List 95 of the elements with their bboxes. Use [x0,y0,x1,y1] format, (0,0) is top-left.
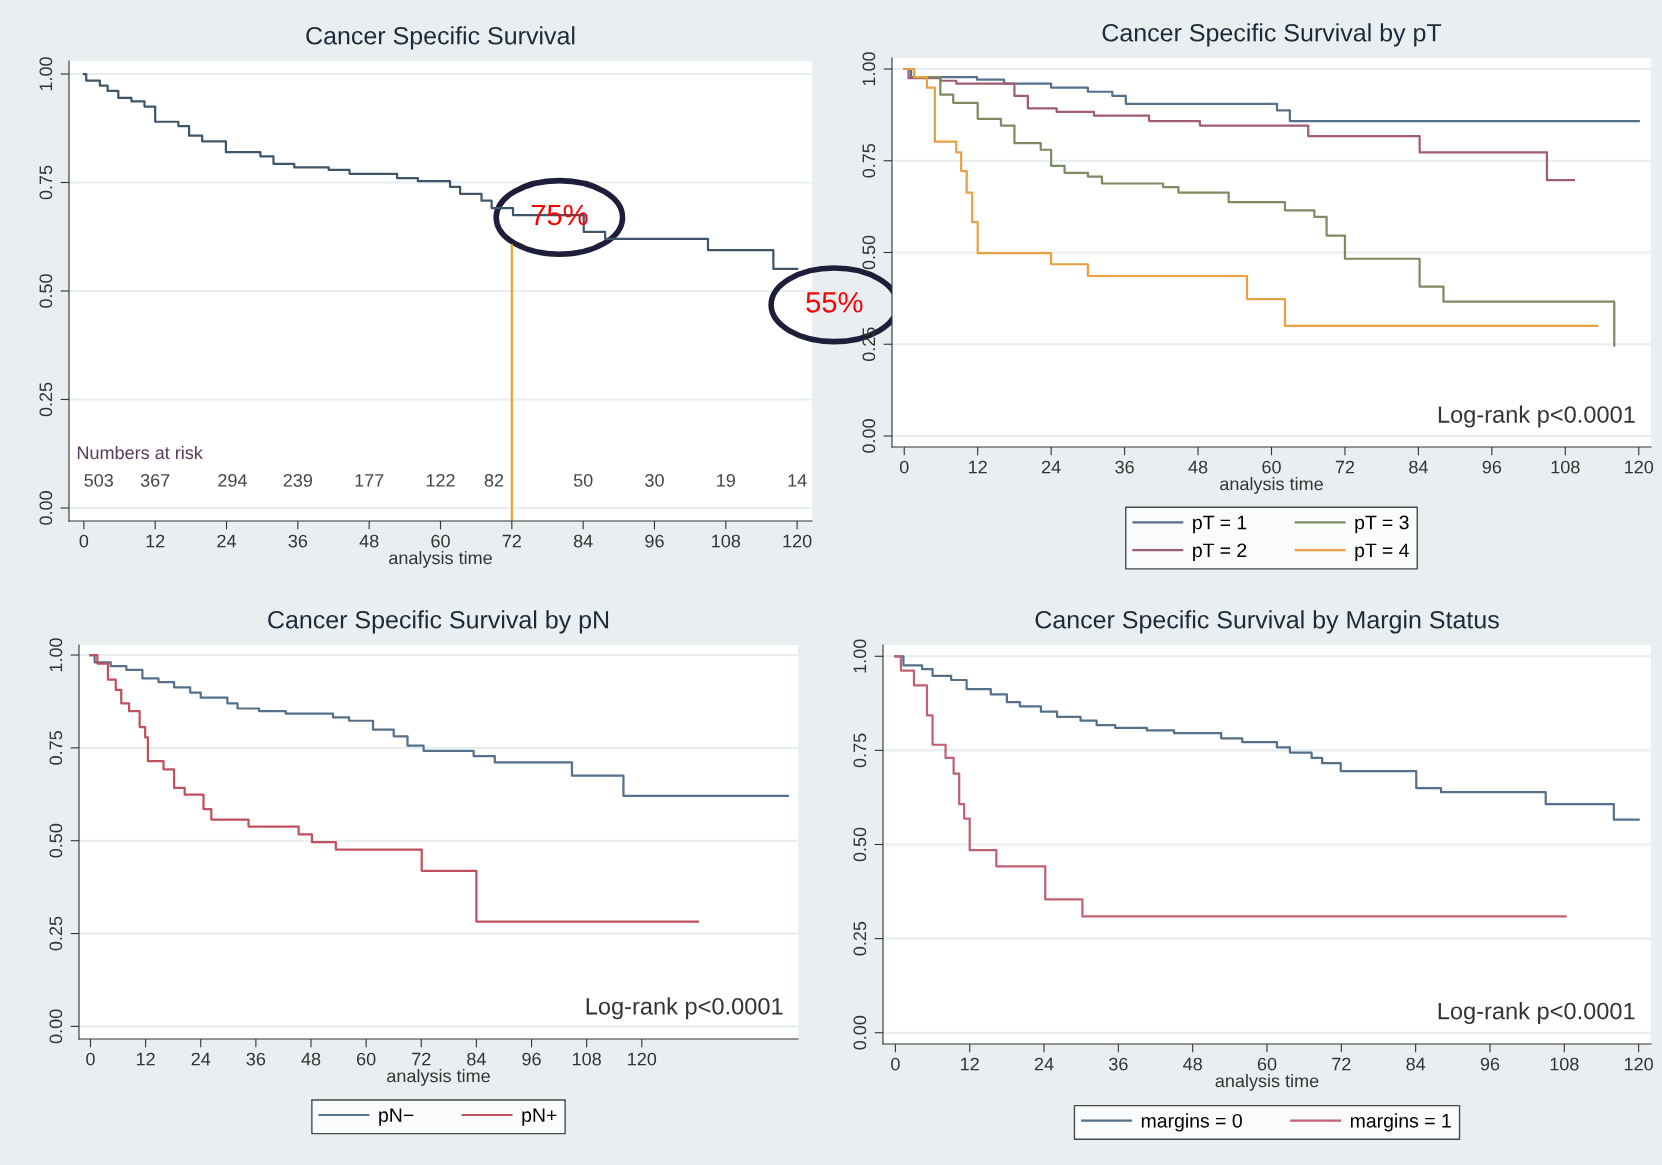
legend-label: pT = 3 [1355,515,1409,534]
y-tick-label: 0.00 [862,419,876,453]
chart-title: Cancer Specific Survival by Margin Status [1035,610,1499,634]
x-tick-label: 108 [712,534,741,548]
y-tick-label: 0.75 [862,143,876,178]
x-tick-label: 48 [1183,1057,1202,1071]
x-tick-label: 48 [1188,460,1208,474]
y-tick-label: 0.75 [853,733,867,768]
x-tick-label: 24 [1034,1057,1054,1071]
legend-label: margins = 1 [1350,1113,1451,1132]
x-tick-label: 0 [891,1057,900,1071]
x-tick-label: 12 [146,534,165,548]
legend-label: pT = 1 [1193,515,1247,534]
x-tick-label: 12 [961,1057,979,1071]
x-tick-label: 96 [1480,1057,1500,1071]
x-tick-label: 60 [431,534,450,548]
x-tick-label: 60 [1262,460,1281,474]
annotation: 55% [806,292,863,313]
x-tick-label: 96 [1482,460,1502,474]
x-tick-label: 84 [1406,1057,1426,1071]
y-tick-label: 0.50 [862,235,876,270]
x-tick-label: 60 [1257,1057,1277,1071]
annotation: 177 [355,474,384,487]
annotation: 294 [218,473,247,487]
x-axis-title: analysis time [389,551,492,568]
y-tick-label: 0.50 [853,827,867,862]
legend-label: pT = 2 [1193,543,1247,562]
legend-label: pT = 4 [1355,543,1409,562]
x-tick-label: 84 [1409,460,1428,474]
annotation: 19 [717,473,735,487]
x-tick-label: 48 [301,1052,321,1066]
x-tick-label: 0 [899,460,909,474]
x-tick-label: 108 [572,1052,601,1066]
annotation: 30 [645,473,664,487]
annotation: Log-rank p<0.0001 [1438,405,1635,428]
annotation: 50 [573,473,593,487]
annotation: 503 [84,473,113,487]
annotation: 122 [426,473,455,487]
y-tick-label: 0.00 [39,491,53,525]
chart-title: Cancer Specific Survival [306,26,575,50]
legend-label: margins = 0 [1141,1113,1242,1132]
legend-label: pN− [379,1108,414,1126]
x-tick-label: 12 [136,1052,155,1066]
x-tick-label: 0 [86,1052,95,1066]
x-tick-label: 24 [217,534,237,548]
x-tick-label: 108 [1550,1057,1579,1071]
y-tick-label: 0.75 [39,165,53,200]
x-tick-label: 24 [1042,460,1061,474]
y-tick-label: 0.50 [49,823,63,858]
x-tick-label: 48 [359,534,379,548]
annotation: 82 [484,473,504,487]
y-tick-label: 1.00 [853,639,867,673]
x-tick-label: 72 [1332,1057,1351,1071]
y-tick-label: 0.00 [49,1009,63,1044]
x-tick-label: 96 [522,1052,541,1066]
chart-title: Cancer Specific Survival by pT [1102,23,1442,47]
x-tick-label: 36 [1115,460,1134,474]
x-tick-label: 120 [783,534,812,548]
y-tick-label: 0.25 [853,921,867,956]
annotation: 239 [283,473,313,487]
y-tick-label: 1.00 [49,638,63,672]
y-tick-label: 0.25 [39,382,53,417]
x-tick-label: 84 [573,534,593,548]
x-tick-label: 36 [1109,1057,1128,1071]
y-tick-label: 1.00 [862,52,876,86]
x-axis-title: analysis time [1220,477,1323,494]
x-tick-label: 120 [1625,460,1654,474]
x-tick-label: 72 [412,1052,431,1066]
y-tick-label: 0.25 [49,916,63,951]
x-tick-label: 120 [628,1052,657,1066]
x-axis-title: analysis time [387,1069,490,1086]
annotation: 14 [788,474,807,487]
y-tick-label: 0.75 [49,731,63,765]
annotation: 367 [140,473,170,487]
x-tick-label: 96 [645,534,664,548]
x-tick-label: 108 [1551,460,1580,474]
x-tick-label: 120 [1624,1057,1653,1071]
y-tick-label: 0.00 [853,1015,867,1050]
x-tick-label: 36 [288,534,308,548]
x-axis-title: analysis time [1215,1074,1319,1091]
y-tick-label: 1.00 [39,57,53,91]
x-tick-label: 36 [246,1052,266,1066]
annotation: Log-rank p<0.0001 [1438,1002,1635,1025]
chart-title: Cancer Specific Survival by pN [268,610,609,634]
y-tick-label: 0.50 [39,274,53,308]
x-tick-label: 60 [357,1052,376,1066]
annotation: Numbers at risk [77,445,203,460]
x-tick-label: 24 [191,1052,211,1066]
x-tick-label: 12 [969,460,987,474]
x-tick-label: 0 [79,534,89,548]
legend-label: pN+ [522,1108,557,1126]
x-tick-label: 72 [1335,460,1355,474]
x-tick-label: 72 [502,534,521,548]
x-tick-label: 84 [467,1052,486,1066]
annotation: Log-rank p<0.0001 [586,997,783,1020]
